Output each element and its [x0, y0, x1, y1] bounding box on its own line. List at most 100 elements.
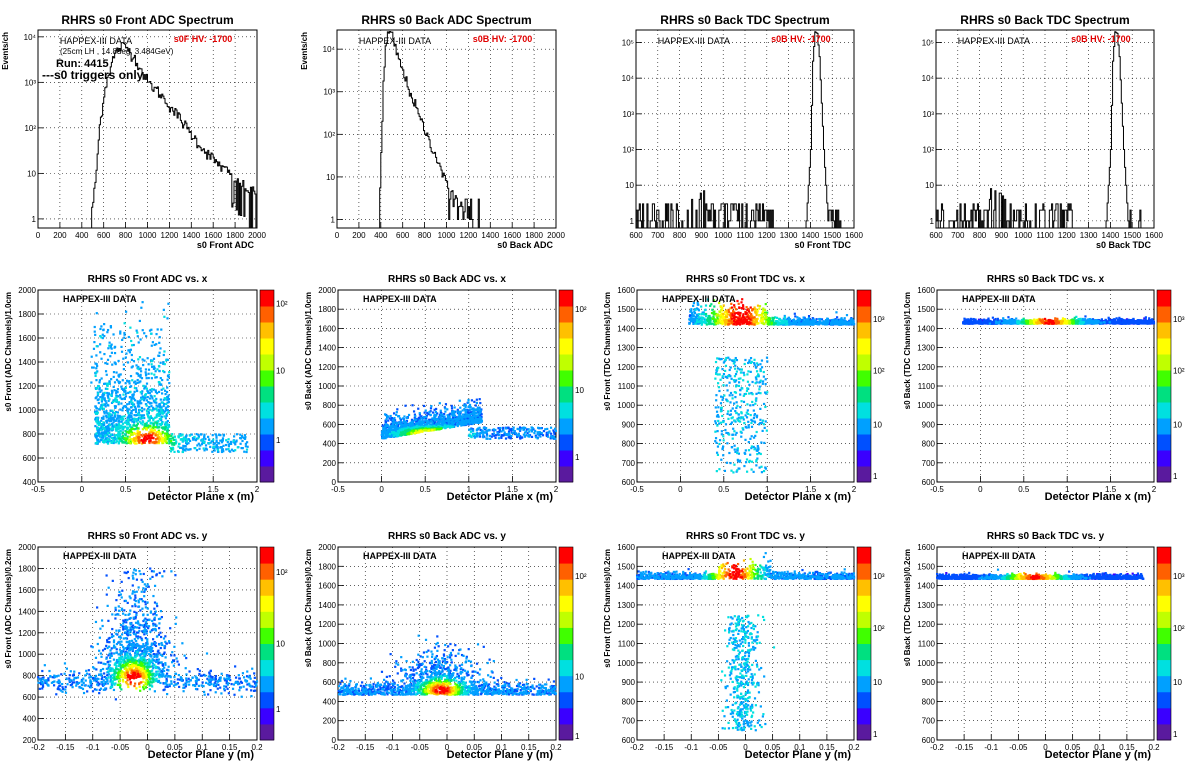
heatmap-cell: [553, 432, 556, 435]
heatmap-cell: [454, 420, 458, 423]
heatmap-cell: [480, 418, 483, 421]
heatmap-cell: [102, 421, 105, 424]
heatmap-cell: [764, 378, 767, 381]
heatmap-cell: [480, 431, 483, 434]
x-tick-label: 1300: [1080, 231, 1098, 240]
heatmap-cell: [155, 415, 158, 419]
heatmap-cell: [397, 433, 401, 436]
heatmap-cell: [138, 408, 141, 412]
heatmap-cell: [129, 440, 132, 443]
heatmap-cell: [748, 315, 752, 319]
heatmap-cell: [497, 427, 500, 430]
y-tick-label: 1600: [318, 324, 336, 333]
y-tick-label: 600: [922, 478, 936, 487]
heatmap-cell: [244, 442, 247, 445]
heatmap-cell: [197, 435, 201, 438]
color-scale-label: 10: [873, 420, 882, 429]
heatmap-cell: [747, 441, 750, 444]
heatmap-cell: [116, 437, 119, 440]
heatmap-cell: [731, 416, 734, 419]
color-scale-step: [260, 386, 274, 403]
heatmap-cell: [423, 415, 426, 419]
heatmap-cell: [831, 323, 834, 326]
heatmap-cell: [694, 318, 697, 321]
heatmap-cell: [697, 308, 700, 311]
heatmap-cell: [98, 388, 101, 391]
heatmap-cell: [167, 394, 170, 397]
heatmap-cell: [427, 413, 430, 416]
heatmap-cell: [197, 437, 200, 440]
heatmap-cell: [765, 429, 768, 432]
heatmap-cell: [474, 418, 477, 421]
heatmap-cell: [746, 373, 749, 376]
heatmap-cell: [157, 354, 160, 357]
heatmap-cell: [733, 312, 736, 315]
heatmap-cell: [414, 423, 417, 426]
heatmap-cell: [716, 430, 719, 433]
heatmap-cell: [138, 432, 141, 435]
heatmap-cell: [451, 414, 454, 417]
heatmap-cell: [99, 427, 103, 430]
heatmap-cell: [746, 403, 749, 406]
heatmap-cell: [102, 392, 105, 395]
heatmap-cell: [163, 437, 167, 441]
heatmap-cell: [507, 426, 510, 430]
heatmap-cell: [158, 410, 161, 413]
heatmap-cell: [753, 317, 756, 320]
heatmap-cell: [479, 428, 482, 432]
heatmap-cell: [727, 432, 730, 435]
heatmap-cell: [471, 411, 474, 414]
heatmap-cell: [98, 381, 101, 384]
heatmap-cell: [766, 360, 769, 363]
heatmap-cell: [135, 442, 138, 445]
heatmap-cell: [749, 413, 752, 417]
heatmap-cell: [476, 419, 479, 423]
heatmap-cell: [151, 409, 154, 412]
heatmap-cell: [411, 422, 414, 425]
heatmap-cell: [722, 454, 725, 457]
heatmap-cell: [168, 434, 171, 438]
heatmap-cell: [425, 419, 428, 422]
heatmap-cell: [512, 428, 515, 431]
y-tick-label: 400: [23, 478, 37, 487]
heatmap-cell: [453, 423, 456, 426]
heatmap-cell: [142, 414, 146, 417]
heatmap-cell: [450, 425, 453, 429]
heatmap-cell: [381, 424, 384, 427]
x-tick-label: 2: [554, 485, 559, 494]
y-tick-label: 10³: [24, 78, 36, 87]
color-scale-step: [559, 370, 573, 387]
heatmap-cell: [131, 404, 135, 407]
color-scale-step: [559, 354, 573, 371]
heatmap-cell: [796, 316, 799, 319]
heatmap-cell: [524, 426, 527, 430]
heatmap-cell: [166, 398, 170, 401]
heatmap-cell: [473, 432, 476, 435]
heatmap-cell: [835, 311, 838, 314]
heatmap-cell: [401, 432, 404, 435]
heatmap-cell: [113, 399, 116, 402]
heatmap-cell: [444, 427, 447, 430]
heatmap-cell: [468, 414, 471, 417]
heatmap-cell: [728, 322, 731, 325]
heatmap-cell: [691, 313, 694, 316]
heatmap-cell: [100, 357, 103, 360]
heatmap-cell: [717, 419, 720, 423]
heatmap-cell: [818, 317, 821, 321]
heatmap-cell: [132, 360, 136, 363]
heatmap-cell: [714, 420, 717, 423]
heatmap-cell: [148, 329, 152, 332]
heatmap-cell: [717, 415, 720, 418]
heatmap-cell: [132, 394, 135, 397]
heatmap-cell: [158, 426, 161, 429]
heatmap-cell: [141, 423, 144, 426]
color-scale-step: [857, 322, 871, 339]
heatmap-cell: [716, 413, 719, 417]
heatmap-cell: [147, 414, 150, 418]
heatmap-cell: [129, 416, 132, 419]
heatmap-cell: [410, 425, 413, 428]
heatmap-cell: [473, 400, 476, 403]
heatmap-cell: [475, 417, 479, 421]
heatmap-cell: [737, 413, 740, 416]
heatmap-cell: [761, 429, 764, 432]
